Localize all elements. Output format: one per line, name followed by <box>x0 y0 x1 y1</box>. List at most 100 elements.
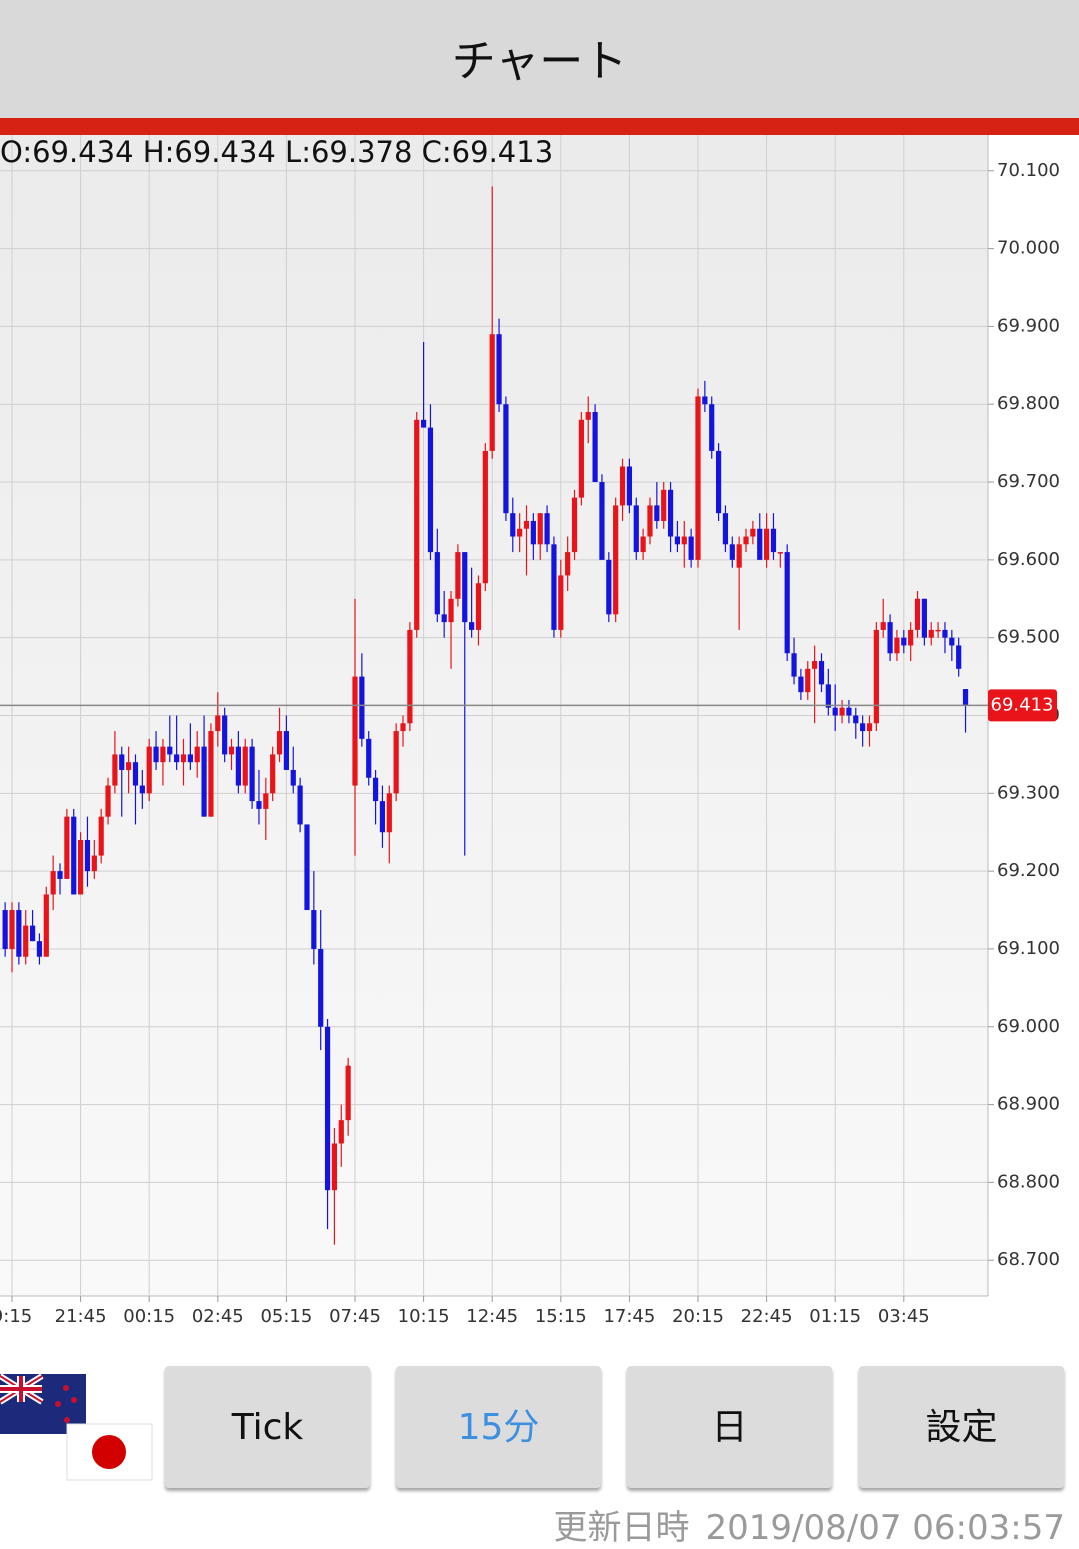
candle-body <box>743 536 749 545</box>
candle-body <box>462 552 468 623</box>
candle-body <box>791 653 797 677</box>
candle-body <box>469 622 475 630</box>
candle-body <box>914 598 921 630</box>
x-tick-label: 07:45 <box>329 1306 381 1327</box>
candle-body <box>311 910 317 949</box>
candle-body <box>352 676 358 786</box>
candle-body <box>482 450 488 584</box>
candle-body <box>709 404 715 451</box>
candle-body <box>729 544 735 560</box>
candle-body <box>777 552 783 554</box>
timeframe-button[interactable]: 日 <box>627 1366 832 1488</box>
candle-body <box>180 754 187 763</box>
candle-body <box>290 769 296 786</box>
candle-body <box>119 754 125 770</box>
candle-body <box>9 910 15 949</box>
candle-body <box>379 801 386 833</box>
candle-body <box>942 629 948 638</box>
candle-body <box>846 707 852 716</box>
candle-body <box>606 559 612 615</box>
y-tick-label: 69.000 <box>997 1016 1060 1037</box>
candle-body <box>750 528 756 537</box>
candle-body <box>798 676 804 693</box>
candle-body <box>517 528 523 537</box>
chart: 68.700 68.800 68.900 69.000 69.100 69.200 69.3… <box>0 135 1060 1327</box>
candle-body <box>98 816 104 856</box>
candle-body <box>441 614 447 623</box>
candle-body <box>201 746 207 817</box>
x-tick-label: 12:45 <box>466 1306 518 1327</box>
x-tick-label: 03:45 <box>878 1306 930 1327</box>
candle-body <box>91 855 97 872</box>
update-label: 更新日時 <box>553 1508 690 1548</box>
x-tick-label: 10:15 <box>398 1306 450 1327</box>
candle-body <box>887 622 893 654</box>
x-tick-label: 22:45 <box>741 1306 793 1327</box>
candle-body <box>613 505 619 615</box>
y-tick-label: 69.200 <box>997 860 1060 881</box>
candle-body <box>530 520 536 545</box>
timeframe-button[interactable]: Tick <box>165 1366 370 1488</box>
candle-body <box>784 552 790 654</box>
update-time: 更新日時 2019/08/07 06:03:57 <box>554 1500 1065 1549</box>
candle-body <box>256 801 262 809</box>
candle-body <box>23 925 29 957</box>
candle-body <box>448 598 454 623</box>
candle-body <box>174 754 180 763</box>
currency-flags <box>0 1373 153 1481</box>
candle-body <box>126 762 132 770</box>
candle-body <box>825 684 831 708</box>
candle-body <box>372 777 379 802</box>
candle-body <box>764 528 770 560</box>
candle-body <box>578 419 584 498</box>
y-tick-label: 70.100 <box>997 160 1060 181</box>
candle-body <box>36 941 43 957</box>
candle-body <box>43 894 49 957</box>
app-header: チャート <box>0 0 1079 118</box>
candle-body <box>853 715 859 724</box>
candle-body <box>880 622 886 630</box>
candle-body <box>757 528 763 560</box>
candle-body <box>544 513 550 545</box>
candle-body <box>393 731 399 794</box>
x-tick-label: 20:15 <box>672 1306 724 1327</box>
candle-body <box>647 505 653 537</box>
y-tick-label: 68.800 <box>997 1171 1060 1192</box>
candle-body <box>105 785 111 817</box>
candle-body <box>263 793 269 809</box>
candle-body <box>242 746 248 786</box>
candle-body <box>537 513 543 545</box>
candle-body <box>475 583 482 630</box>
candle-body <box>222 715 228 755</box>
candle-body <box>29 925 36 942</box>
candle-body <box>167 746 173 755</box>
candle-body <box>112 754 118 786</box>
candle-body <box>153 746 159 763</box>
candle-body <box>359 676 365 739</box>
candle-body <box>421 419 427 428</box>
x-tick-label: 9:15 <box>0 1306 32 1327</box>
timeframe-button[interactable]: 設定 <box>859 1366 1064 1488</box>
last-price-tag <box>988 689 1057 722</box>
candle-body <box>921 598 927 638</box>
y-tick-label: 70.000 <box>997 238 1060 259</box>
candle-body <box>832 707 838 716</box>
candle-body <box>633 505 639 553</box>
candle-body <box>84 840 91 872</box>
candle-body <box>818 661 825 685</box>
candle-body <box>414 419 420 630</box>
candle-body <box>283 731 289 770</box>
candle-body <box>619 466 626 506</box>
y-tick-label: 69.300 <box>997 782 1060 803</box>
candle-body <box>866 723 873 732</box>
candle-body <box>626 466 632 506</box>
candle-body <box>455 552 461 599</box>
candle-body <box>366 738 372 778</box>
candle-body <box>558 575 564 630</box>
candle-body <box>407 629 413 724</box>
candle-body <box>331 1143 338 1191</box>
timeframe-button[interactable]: 15分 <box>396 1366 601 1488</box>
y-tick-label: 69.600 <box>997 549 1060 570</box>
x-tick-label: 01:15 <box>809 1306 861 1327</box>
